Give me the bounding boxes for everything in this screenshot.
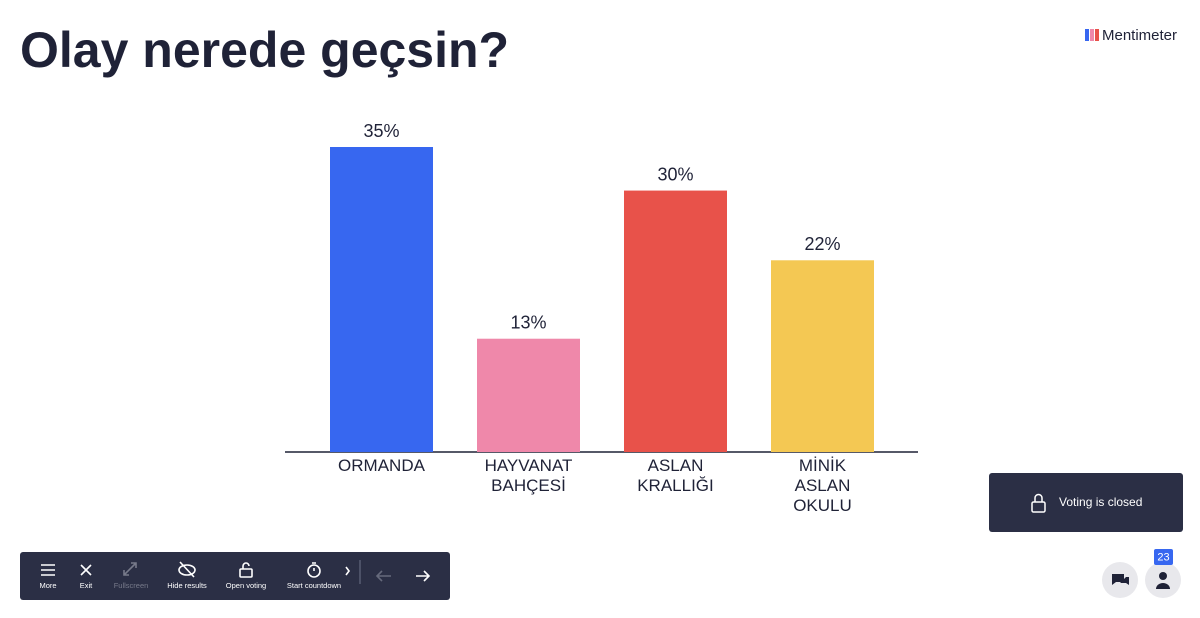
bar (771, 260, 874, 452)
value-label: 35% (363, 121, 399, 141)
bar (330, 147, 433, 452)
value-label: 22% (804, 234, 840, 254)
bar (477, 338, 580, 452)
toolbar-label[interactable]: Start countdown (287, 581, 341, 590)
brand-logo (1085, 29, 1099, 41)
value-label: 30% (657, 164, 693, 184)
toolbar-label[interactable]: Exit (80, 581, 93, 590)
toolbar-label[interactable]: Open voting (226, 581, 266, 590)
bar (624, 190, 727, 453)
status-text: Voting is closed (1059, 495, 1142, 509)
toolbar-label[interactable]: Hide results (167, 581, 207, 590)
x-tick-label: ASLAN KRALLIĞI (637, 456, 714, 495)
participants: 23 (1102, 549, 1181, 598)
slide-title: Olay nerede geçsin? (20, 22, 509, 78)
toolbar-label[interactable]: Fullscreen (114, 581, 149, 590)
participant-count: 23 (1157, 551, 1169, 563)
toolbar: More Exit Fullscreen Hide results Open votin… (20, 552, 450, 600)
x-tick-label: ORMANDA (338, 456, 426, 475)
x-tick-label: HAYVANAT BAHÇESİ (485, 456, 573, 495)
voting-status: Voting is closed (989, 473, 1183, 532)
x-tick-label: MİNİK ASLAN OKULU (793, 456, 852, 515)
toolbar-label[interactable]: More (39, 581, 56, 590)
brand-name: Mentimeter (1102, 27, 1177, 44)
value-label: 13% (510, 312, 546, 332)
